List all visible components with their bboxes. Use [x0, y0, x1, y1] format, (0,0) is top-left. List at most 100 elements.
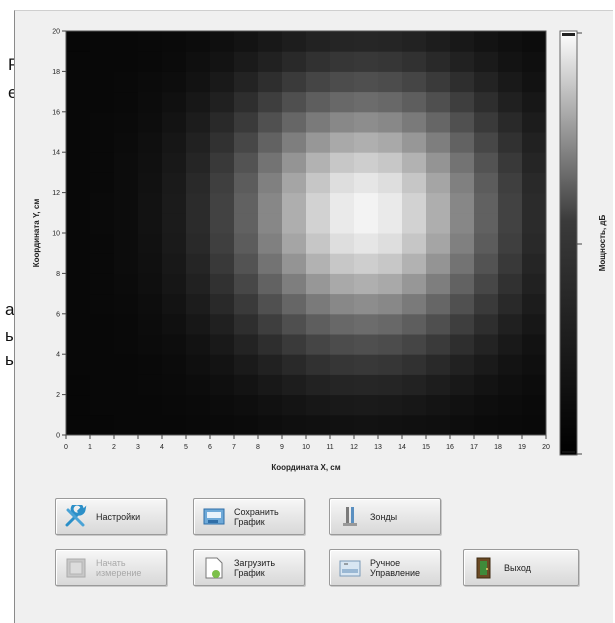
heatmap-cell: [66, 152, 91, 173]
heatmap-cell: [234, 192, 259, 214]
heatmap-cell: [234, 313, 259, 335]
heatmap-cell: [306, 293, 331, 315]
heatmap-cell: [330, 71, 355, 93]
heatmap-cell: [258, 293, 283, 315]
heatmap-cell: [306, 354, 331, 375]
load-graph-button[interactable]: Загрузить График: [193, 549, 305, 586]
probes-button[interactable]: Зонды: [329, 498, 441, 535]
left-fragment-text: Р: [8, 55, 19, 75]
heatmap-cell: [306, 152, 331, 173]
heatmap-cell: [306, 212, 331, 234]
heatmap-cell: [234, 71, 259, 93]
exit-button-label: Выход: [504, 562, 531, 573]
heatmap-cell: [330, 233, 355, 254]
wrench-icon: [65, 504, 87, 526]
heatmap-cell: [474, 273, 499, 295]
heatmap-cell: [402, 334, 427, 355]
save-graph-button[interactable]: Сохранить График: [193, 498, 305, 535]
x-axis: 0 1 2 3 4 5 6 7 8 9 10 11 12 13 14 15 16 17 18 19 20: [64, 435, 550, 451]
heatmap-cell: [90, 31, 115, 52]
heatmap-cell: [66, 414, 91, 436]
heatmap-cell: [522, 293, 547, 315]
heatmap-cell: [330, 313, 355, 335]
heatmap-cell: [210, 71, 235, 93]
heatmap-cell: [210, 233, 235, 254]
heatmap-cell: [234, 394, 259, 416]
heatmap-cell: [498, 273, 523, 295]
heatmap-cell: [282, 111, 307, 133]
heatmap-cell: [258, 394, 283, 416]
colorbar-marker[interactable]: [562, 451, 575, 453]
heatmap-cell: [210, 192, 235, 214]
heatmap-cell: [306, 132, 331, 153]
heatmap-cell: [90, 91, 115, 113]
exit-button[interactable]: Выход: [463, 549, 579, 586]
heatmap-cell: [522, 253, 547, 274]
heatmap-cell: [138, 414, 163, 436]
heatmap-cell: [162, 111, 187, 133]
heatmap-cell: [402, 394, 427, 416]
heatmap-cell: [378, 233, 403, 254]
heatmap-cell: [426, 111, 451, 133]
heatmap-cell: [282, 354, 307, 375]
heatmap-cell: [66, 394, 91, 416]
heatmap-cell: [210, 51, 235, 72]
heatmap-cell: [162, 152, 187, 173]
heatmap-cell: [330, 394, 355, 416]
heatmap-cell: [162, 273, 187, 295]
heatmap-cell: [162, 293, 187, 315]
settings-button[interactable]: Настройки: [55, 498, 167, 535]
y-axis-label: Координата Y, см: [32, 199, 41, 268]
heatmap-cell: [66, 374, 91, 396]
colorbar-marker[interactable]: [562, 33, 575, 36]
heatmap-cell: [402, 71, 427, 93]
heatmap-cell: [162, 212, 187, 234]
heatmap-cell: [282, 334, 307, 355]
heatmap-cell: [522, 212, 547, 234]
heatmap-cell: [234, 334, 259, 355]
heatmap-cell: [498, 111, 523, 133]
heatmap-cell: [282, 313, 307, 335]
heatmap-cell: [114, 111, 139, 133]
heatmap-cell: [474, 212, 499, 234]
heatmap-cell: [474, 111, 499, 133]
heatmap-cell: [378, 152, 403, 173]
heatmap-cell: [186, 414, 211, 436]
heatmap-cell: [66, 313, 91, 335]
heatmap-cell: [234, 273, 259, 295]
y-tick-label: 20: [52, 29, 60, 36]
heatmap-cell: [138, 212, 163, 234]
heatmap-cell: [378, 212, 403, 234]
heatmap-cell: [210, 374, 235, 396]
heatmap-cell: [354, 192, 379, 214]
heatmap-chart: 0 1 2 3 4 5 6 7 8 9 10 11 12 13 14 15 16 17 18 19 20 0246810…: [32, 29, 607, 473]
heatmap-cell: [90, 212, 115, 234]
heatmap-cell: [474, 192, 499, 214]
heatmap-cell: [90, 233, 115, 254]
heatmap-cell: [450, 192, 475, 214]
heatmap-cell: [450, 51, 475, 72]
start-measure-button[interactable]: Начать измерение: [55, 549, 167, 586]
heatmap-cell: [426, 233, 451, 254]
heatmap-cell: [258, 111, 283, 133]
heatmap-cell: [138, 111, 163, 133]
manual-control-button[interactable]: Ручное Управление: [329, 549, 441, 586]
heatmap-cell: [114, 273, 139, 295]
x-tick-label: 20: [542, 444, 550, 451]
colorbar: [559, 30, 578, 456]
y-tick-label: 18: [52, 69, 60, 76]
heatmap-cell: [522, 374, 547, 396]
heatmap-cell: [162, 374, 187, 396]
heatmap-cell: [138, 253, 163, 274]
heatmap-cell: [306, 172, 331, 194]
heatmap-cell: [234, 152, 259, 173]
heatmap-cell: [162, 253, 187, 274]
heatmap-cell: [114, 334, 139, 355]
heatmap-cell: [354, 31, 379, 52]
heatmap-cell: [258, 31, 283, 52]
heatmap-cell: [210, 394, 235, 416]
control-panel-icon: [339, 560, 361, 576]
heatmap-cell: [378, 414, 403, 436]
heatmap-cell: [258, 51, 283, 72]
heatmap-cell: [282, 273, 307, 295]
